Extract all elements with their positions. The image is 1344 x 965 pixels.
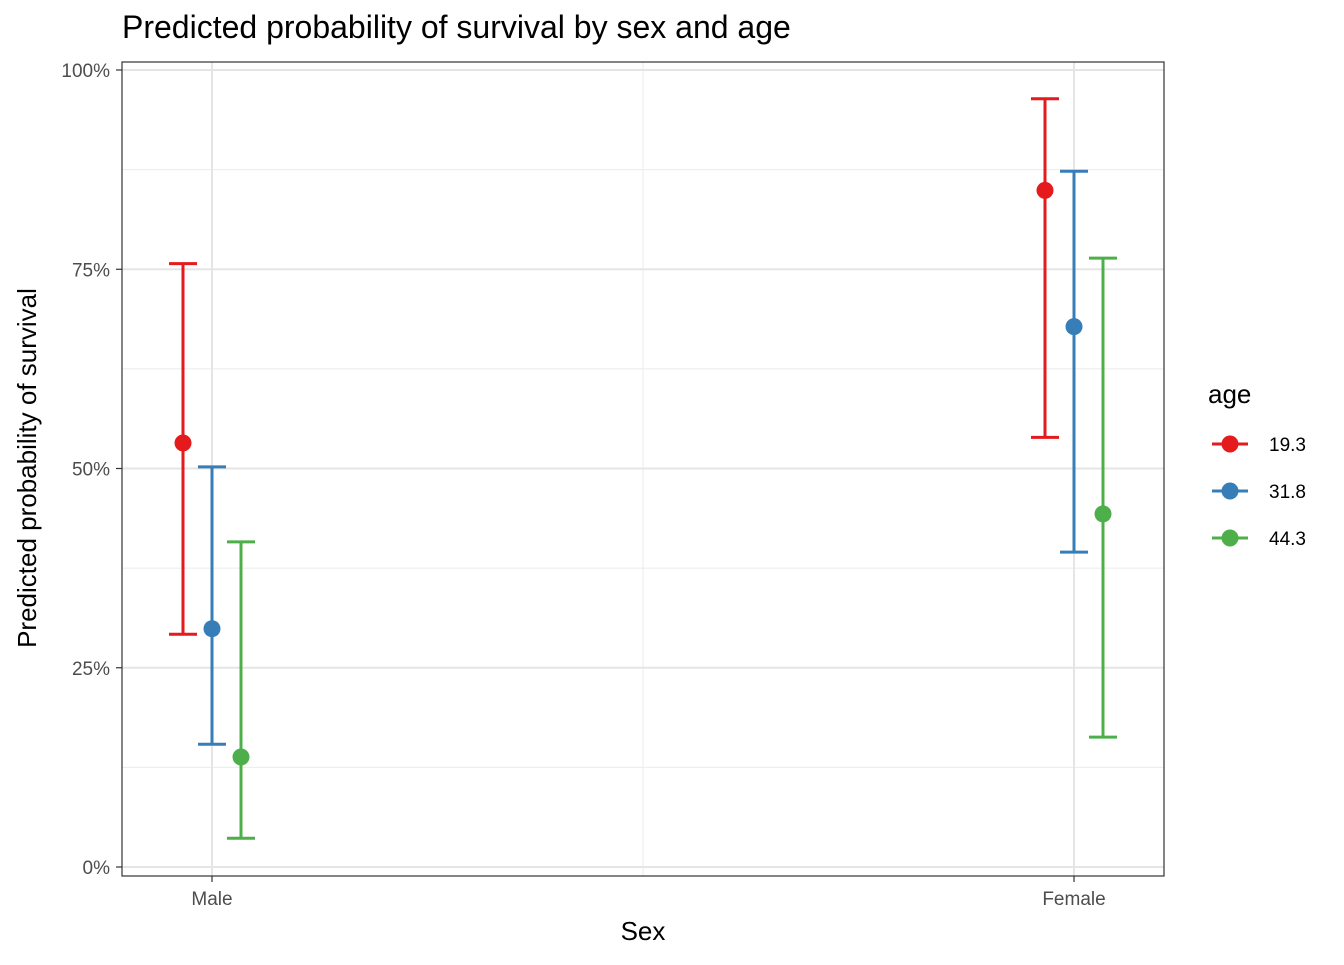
y-tick-label: 100% (61, 61, 110, 82)
legend-label: 44.3 (1269, 529, 1306, 550)
errorbar-group (169, 262, 197, 636)
errorbar-group (1089, 256, 1117, 739)
legend-label: 31.8 (1269, 482, 1306, 503)
y-tick-label: 25% (72, 659, 110, 680)
legend-key-point (1221, 482, 1239, 500)
legend-key-point (1221, 435, 1239, 453)
data-point (1036, 181, 1054, 199)
legend-entry: 31.8 (1212, 482, 1306, 503)
data-point (1094, 505, 1112, 523)
x-tick-label: Male (191, 889, 232, 910)
legend-entry: 44.3 (1212, 529, 1306, 550)
x-axis-title: Sex (621, 916, 666, 946)
x-tick-label: Female (1042, 889, 1105, 910)
errorbar-group (198, 465, 226, 746)
data-point (203, 620, 221, 638)
legend-title: age (1208, 379, 1251, 409)
errorbar-group (227, 540, 255, 840)
data-point (1065, 318, 1083, 336)
legend-label: 19.3 (1269, 435, 1306, 456)
y-tick-label: 75% (72, 260, 110, 281)
plot-area: 0% 25% 50% 75% 100% Male Female (61, 61, 1165, 910)
y-axis-title: Predicted probability of survival (12, 288, 42, 648)
legend-entry: 19.3 (1212, 435, 1306, 456)
data-point (174, 434, 192, 452)
legend-key-point (1221, 529, 1239, 547)
legend: age 19.3 31.8 44.3 (1208, 379, 1306, 550)
y-tick-label: 50% (72, 460, 110, 481)
errorbar-group (1060, 169, 1088, 554)
y-tick-label: 0% (83, 858, 111, 879)
data-point (232, 748, 250, 766)
errorbar-group (1031, 97, 1059, 439)
chart-title: Predicted probability of survival by sex… (122, 9, 791, 45)
